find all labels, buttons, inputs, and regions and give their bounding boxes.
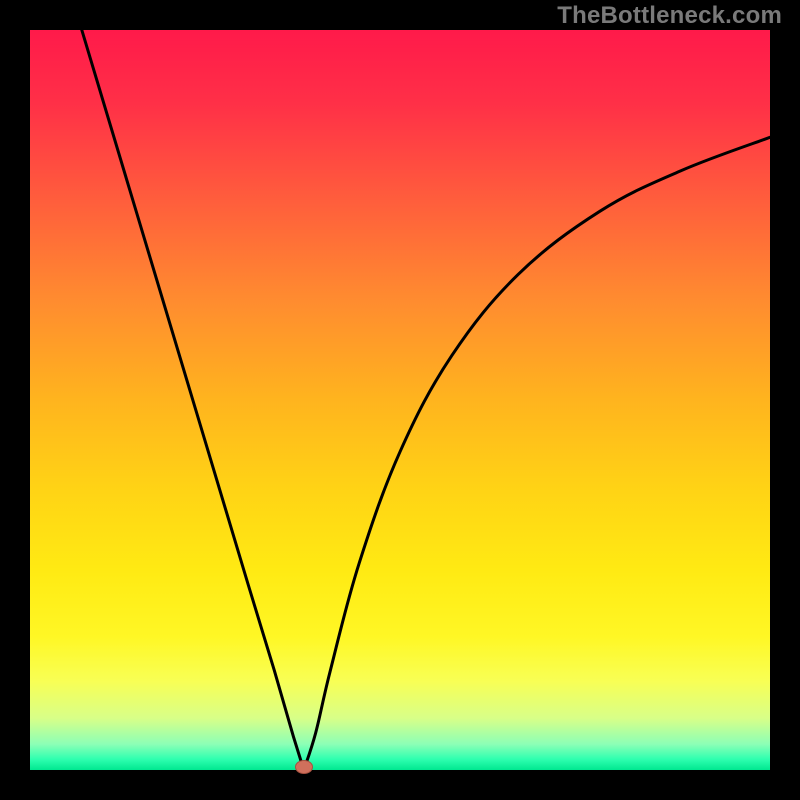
watermark-text: TheBottleneck.com	[557, 2, 782, 30]
minimum-marker	[295, 760, 313, 774]
chart-frame: TheBottleneck.com	[0, 0, 800, 800]
curve-svg	[30, 30, 770, 770]
plot-area	[30, 30, 770, 770]
bottleneck-curve-path	[82, 30, 770, 770]
